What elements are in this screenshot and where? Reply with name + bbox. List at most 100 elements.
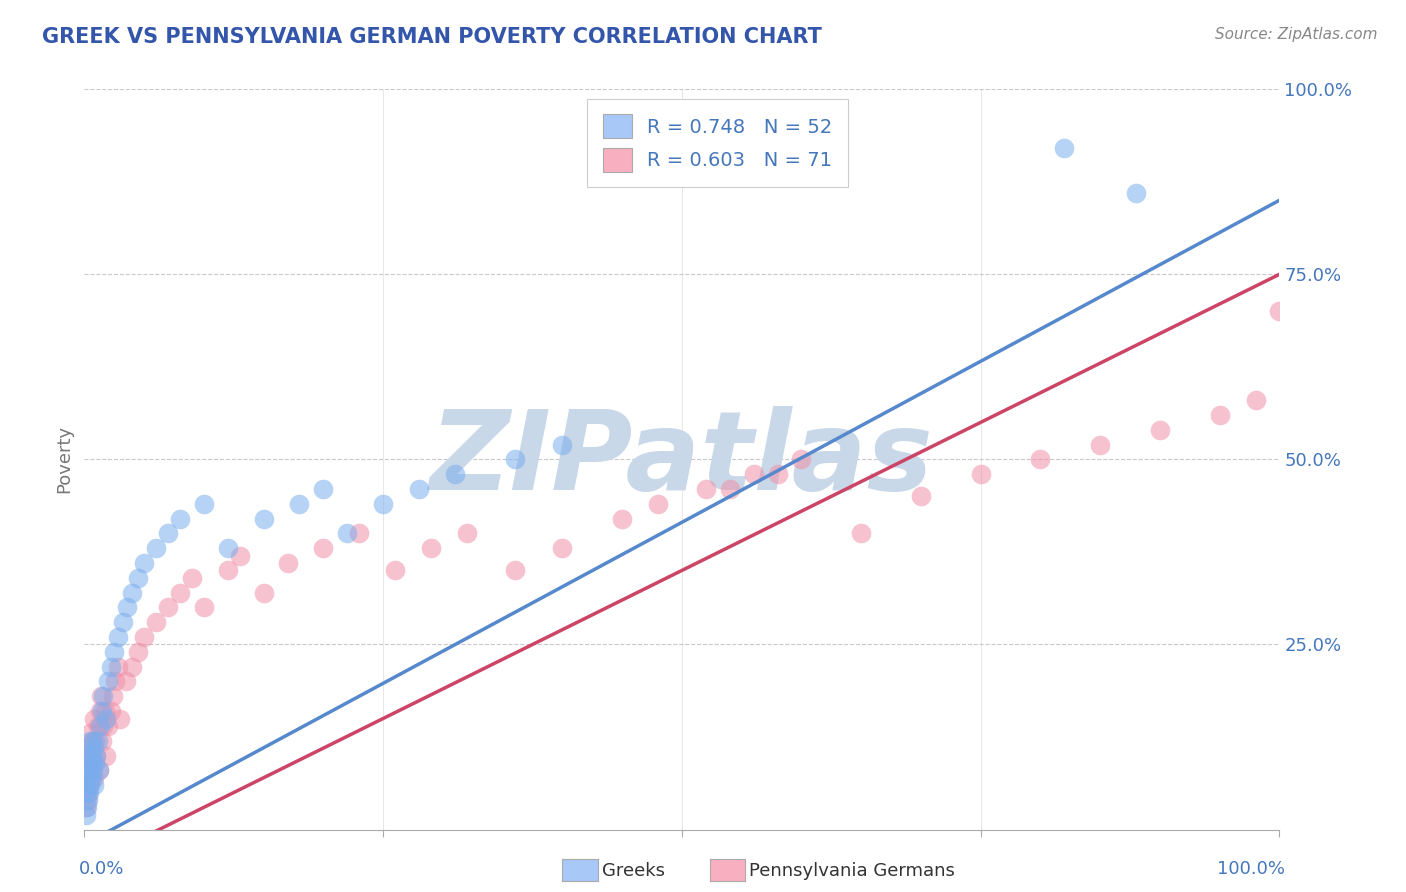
Point bbox=[79, 756, 101, 770]
Point bbox=[93, 704, 115, 718]
Point bbox=[312, 482, 335, 496]
Point bbox=[101, 690, 124, 704]
Point bbox=[910, 489, 932, 503]
Point bbox=[80, 741, 103, 756]
Point bbox=[77, 764, 100, 778]
Point bbox=[77, 771, 100, 785]
Point bbox=[84, 733, 107, 747]
Point bbox=[77, 764, 100, 778]
Point bbox=[132, 630, 156, 644]
Point bbox=[1090, 437, 1112, 451]
Point bbox=[77, 756, 100, 770]
Text: ZIPatlas: ZIPatlas bbox=[430, 406, 934, 513]
Point bbox=[444, 467, 467, 482]
Point bbox=[75, 807, 97, 822]
Point bbox=[86, 733, 108, 747]
Point bbox=[766, 467, 789, 482]
Point bbox=[76, 778, 98, 792]
Point bbox=[456, 526, 478, 541]
Point bbox=[93, 719, 115, 733]
Point bbox=[76, 771, 98, 785]
Point bbox=[76, 800, 98, 814]
Point bbox=[193, 600, 215, 615]
Point bbox=[77, 786, 100, 800]
Point bbox=[169, 585, 191, 599]
Point bbox=[1149, 423, 1171, 437]
Point bbox=[86, 748, 108, 763]
Point bbox=[121, 659, 143, 673]
Point bbox=[86, 748, 108, 763]
Point bbox=[76, 793, 98, 807]
Point bbox=[76, 764, 98, 778]
Point bbox=[970, 467, 993, 482]
Point bbox=[77, 793, 100, 807]
Point bbox=[77, 786, 100, 800]
Point bbox=[75, 778, 97, 792]
Point bbox=[76, 748, 98, 763]
Point bbox=[89, 719, 111, 733]
Point bbox=[75, 800, 97, 814]
Point bbox=[157, 526, 180, 541]
Point bbox=[83, 771, 105, 785]
Text: GREEK VS PENNSYLVANIA GERMAN POVERTY CORRELATION CHART: GREEK VS PENNSYLVANIA GERMAN POVERTY COR… bbox=[42, 27, 823, 46]
Point bbox=[1268, 304, 1291, 318]
Point bbox=[79, 778, 101, 792]
Point bbox=[75, 786, 97, 800]
Point bbox=[349, 526, 371, 541]
Point bbox=[1053, 141, 1076, 155]
Point bbox=[80, 764, 103, 778]
Point bbox=[89, 704, 111, 718]
Point bbox=[94, 712, 117, 726]
Point bbox=[84, 756, 107, 770]
Point bbox=[336, 526, 359, 541]
Point bbox=[181, 571, 204, 585]
Point bbox=[80, 771, 103, 785]
Point bbox=[312, 541, 335, 556]
Point bbox=[97, 719, 120, 733]
Point bbox=[373, 497, 395, 511]
Point bbox=[1125, 186, 1147, 200]
Point bbox=[111, 615, 134, 630]
Point bbox=[115, 674, 138, 689]
Text: 100.0%: 100.0% bbox=[1218, 860, 1285, 878]
Point bbox=[851, 526, 873, 541]
Point bbox=[551, 437, 574, 451]
Point bbox=[77, 741, 100, 756]
Point bbox=[551, 541, 574, 556]
Point bbox=[145, 615, 167, 630]
Point bbox=[277, 556, 299, 570]
Point bbox=[408, 482, 430, 496]
Point bbox=[87, 764, 110, 778]
Point bbox=[82, 764, 104, 778]
Point bbox=[110, 712, 132, 726]
Point bbox=[1244, 393, 1267, 408]
Point bbox=[193, 497, 215, 511]
Point bbox=[79, 733, 101, 747]
Point bbox=[91, 704, 114, 718]
Point bbox=[384, 564, 406, 578]
Point bbox=[107, 630, 129, 644]
Point bbox=[90, 690, 112, 704]
Point bbox=[229, 549, 252, 563]
Point bbox=[169, 511, 191, 525]
Point bbox=[104, 674, 127, 689]
Point bbox=[117, 600, 139, 615]
Point bbox=[420, 541, 443, 556]
Point bbox=[100, 659, 122, 673]
Point bbox=[503, 564, 526, 578]
Text: 0.0%: 0.0% bbox=[79, 860, 124, 878]
Point bbox=[217, 564, 239, 578]
Point bbox=[103, 645, 125, 659]
Point bbox=[790, 452, 813, 467]
Point bbox=[87, 764, 110, 778]
Point bbox=[83, 741, 105, 756]
Point bbox=[253, 511, 276, 525]
Point bbox=[79, 771, 101, 785]
Point bbox=[742, 467, 765, 482]
Point bbox=[1029, 452, 1052, 467]
Point bbox=[217, 541, 239, 556]
Point bbox=[107, 659, 129, 673]
Text: Pennsylvania Germans: Pennsylvania Germans bbox=[749, 862, 955, 880]
Point bbox=[127, 571, 149, 585]
Point bbox=[288, 497, 311, 511]
